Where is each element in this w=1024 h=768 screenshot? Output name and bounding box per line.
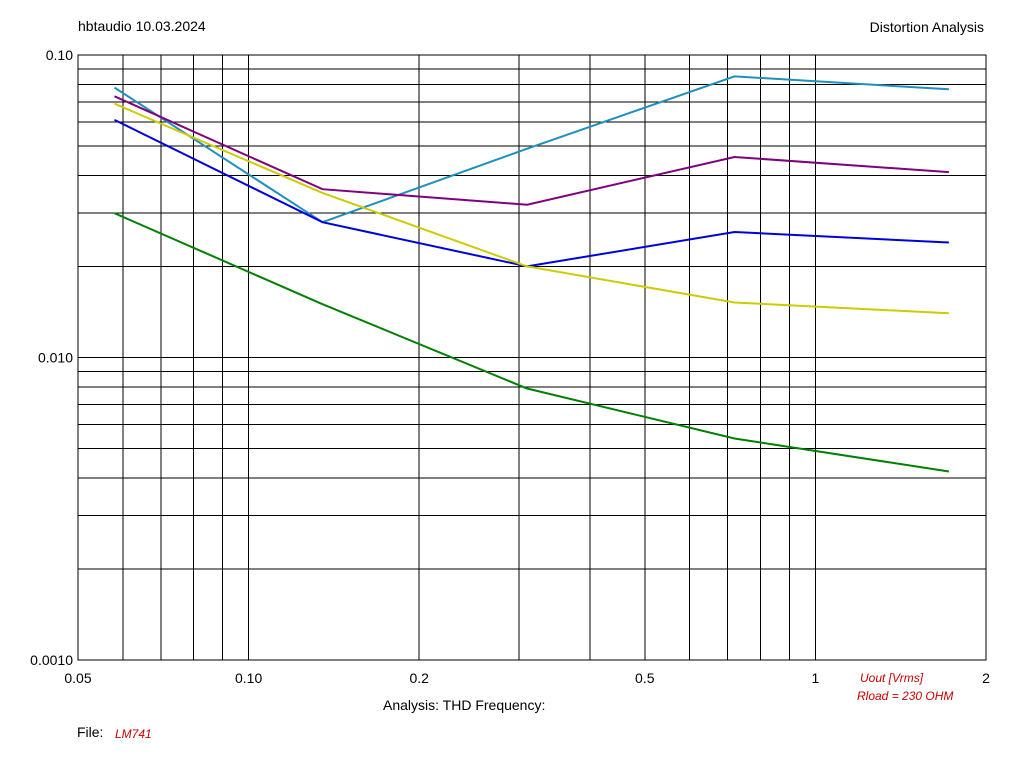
file-name: LM741: [115, 727, 152, 741]
x-tick-label: 0.5: [635, 670, 655, 686]
header-left-label: hbtaudio 10.03.2024: [78, 18, 206, 34]
series-line-5: [114, 212, 950, 473]
x-tick-label: 0.2: [409, 670, 429, 686]
uout-label: Uout [Vrms]: [860, 671, 924, 685]
data-series: [113, 75, 950, 473]
series-line-2: [114, 95, 949, 206]
rload-label: Rload = 230 OHM: [857, 689, 954, 703]
plot-frame: [77, 54, 987, 661]
x-tick-label: 0.05: [64, 670, 91, 686]
x-tick-label: 1: [811, 670, 819, 686]
y-tick-label: 0.010: [38, 350, 73, 366]
analysis-label: Analysis: THD Frequency:: [383, 697, 546, 713]
header-right-title: Distortion Analysis: [869, 19, 984, 35]
y-tick-label: 0.0010: [30, 652, 73, 668]
file-label: File:: [77, 724, 104, 740]
tick-labels: 0.05 0.10 0.2 0.5 1 2 0.10 0.010 0.0010: [30, 47, 990, 686]
y-tick-label: 0.10: [46, 47, 73, 63]
series-line-3: [114, 119, 949, 268]
x-tick-label: 2: [982, 670, 990, 686]
series-line-4: [114, 102, 949, 315]
x-tick-label: 0.10: [235, 670, 262, 686]
series-line-1: [113, 75, 949, 224]
